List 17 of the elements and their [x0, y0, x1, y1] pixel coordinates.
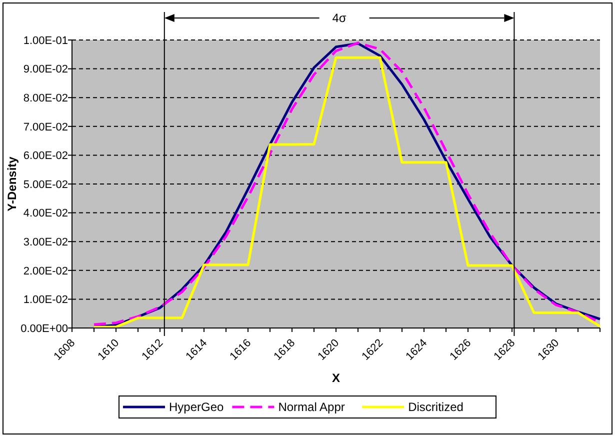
y-tick-label: 7.00E-02: [23, 121, 68, 134]
text: 4σ: [332, 11, 347, 25]
y-tick-label: 2.00E-02: [23, 265, 68, 278]
y-tick-label: 1.00E-02: [23, 294, 68, 306]
y-tick-label: 0.00E+00: [20, 322, 68, 335]
y-tick-label: 3.00E-02: [23, 236, 68, 248]
legend-label: Discritized: [408, 400, 464, 414]
x-axis-title: X: [332, 371, 340, 385]
y-tick-label: 5.00E-02: [23, 178, 68, 191]
y-tick-label: 6.00E-02: [23, 150, 68, 162]
y-tick-label: 9.00E-02: [23, 64, 68, 76]
y-tick-label: 8.00E-02: [23, 92, 68, 104]
legend-label: HyperGeo: [169, 400, 224, 414]
y-tick-label: 4.00E-02: [23, 208, 68, 220]
y-tick-label: 1.00E-01: [23, 34, 68, 47]
y-axis-title: Y-Density: [5, 156, 19, 212]
legend-label: Normal Appr: [278, 400, 345, 414]
